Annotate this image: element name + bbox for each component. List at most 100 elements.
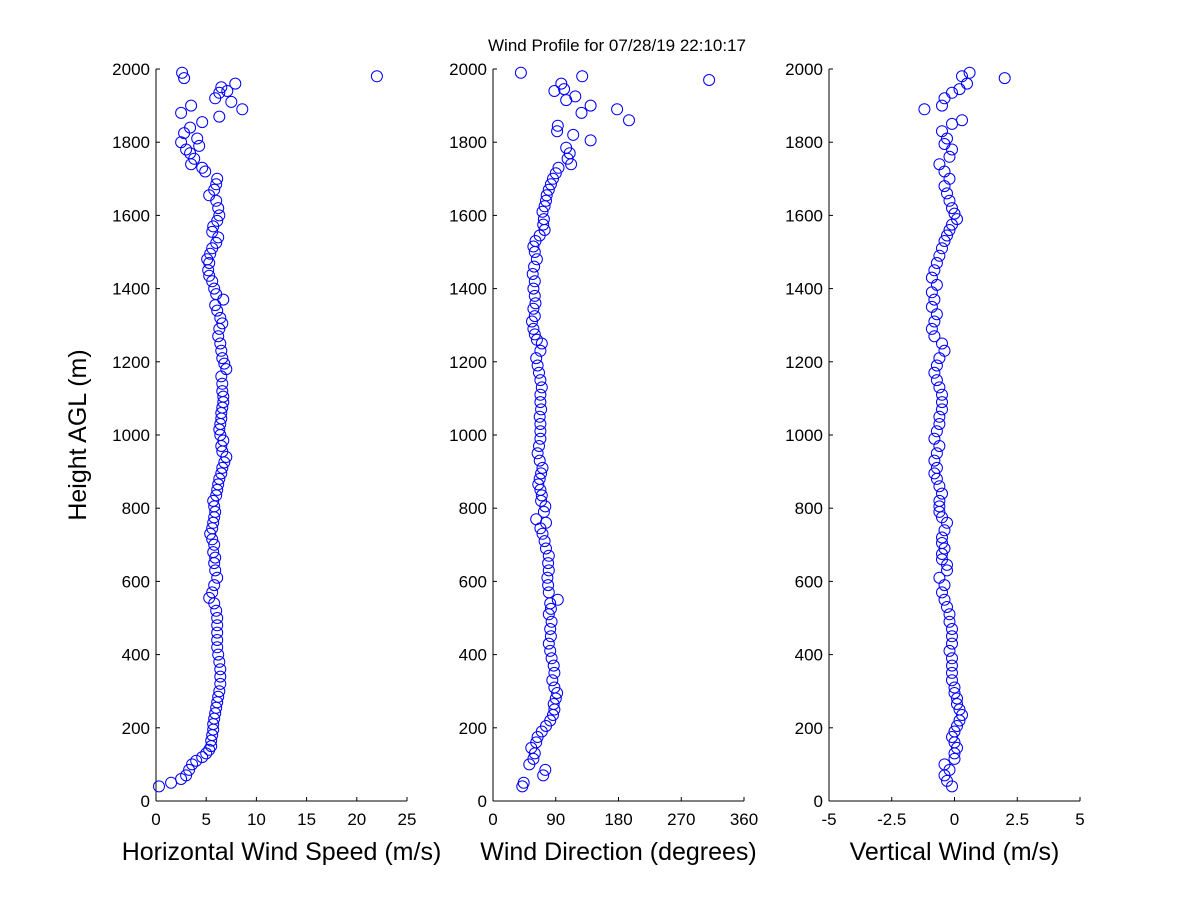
direction-data-point (534, 432, 547, 445)
speed-data-point (216, 377, 229, 390)
direction-data-point (537, 218, 550, 231)
speed-y-tick-label: 600 (122, 572, 150, 591)
vertical-data-point (930, 447, 943, 460)
vertical-data-point (930, 425, 943, 438)
vertical-y-tick-label: 1400 (785, 280, 823, 299)
vertical-data-point (933, 480, 946, 493)
speed-data-point (190, 754, 203, 767)
speed-data-point (208, 538, 221, 551)
vertical-y-tick-label: 1000 (785, 426, 823, 445)
direction-data-point (539, 763, 552, 776)
direction-data-point (534, 344, 547, 357)
vertical-data-point (946, 623, 958, 635)
direction-data-point (535, 337, 548, 350)
direction-data-point (567, 128, 580, 141)
direction-data-point (533, 454, 546, 467)
speed-data-point (196, 161, 209, 174)
vertical-data-point (943, 150, 956, 163)
speed-data-point (193, 139, 206, 152)
vertical-data-point (938, 235, 951, 247)
vertical-data-point (936, 531, 948, 544)
direction-data-point (544, 602, 557, 615)
direction-data-point (528, 260, 541, 273)
vertical-data-point (938, 180, 951, 193)
vertical-y-tick-label: 200 (795, 719, 823, 738)
vertical-data-point (933, 571, 946, 584)
vertical-data-point (951, 692, 963, 705)
vertical-data-point (930, 278, 943, 291)
vertical-data-point (938, 524, 951, 537)
vertical-data-point (938, 165, 951, 178)
vertical-data-point (925, 271, 938, 284)
speed-data-point (229, 77, 242, 90)
speed-data-point (196, 751, 209, 764)
speed-y-tick-label: 1200 (112, 353, 150, 372)
speed-y-tick-label: 1600 (112, 206, 150, 225)
speed-data-point (211, 634, 224, 646)
vertical-data-point (928, 330, 941, 343)
speed-data-point (183, 763, 196, 776)
vertical-data-point (936, 403, 948, 416)
vertical-data-point (933, 381, 946, 394)
vertical-data-point (930, 359, 943, 372)
direction-y-tick-label: 600 (459, 572, 487, 591)
speed-data-point (178, 72, 191, 85)
speed-x-tick-label: 20 (347, 810, 366, 829)
vertical-data-point (930, 374, 943, 387)
direction-x-axis-label: Wind Direction (degrees) (480, 838, 757, 866)
speed-data-point (206, 225, 219, 238)
direction-data-point (576, 70, 589, 83)
speed-data-point (225, 95, 238, 108)
direction-data-point (544, 644, 557, 657)
vertical-data-point (953, 703, 966, 716)
vertical-data-point (946, 117, 958, 130)
vertical-data-point (951, 213, 963, 226)
vertical-data-point (928, 264, 941, 277)
vertical-data-point (951, 741, 963, 754)
speed-x-axis-label: Horizontal Wind Speed (m/s) (122, 838, 442, 866)
vertical-data-point (946, 630, 958, 643)
vertical-data-point (943, 644, 956, 657)
vertical-data-point (933, 500, 946, 513)
direction-data-point (549, 167, 562, 180)
direction-data-point (526, 268, 539, 280)
speed-data-point (184, 121, 197, 134)
speed-data-point (216, 385, 229, 398)
speed-data-point (176, 66, 189, 79)
speed-data-point (214, 677, 227, 690)
vertical-data-point (933, 410, 946, 423)
speed-data-point (201, 253, 214, 266)
speed-data-point (214, 663, 227, 676)
vertical-data-point (956, 709, 968, 721)
vertical-x-tick-label: 2.5 (1005, 810, 1029, 829)
direction-data-point (536, 205, 549, 218)
vertical-data-point (936, 125, 948, 138)
vertical-data-point (933, 418, 946, 430)
vertical-data-point (936, 487, 948, 500)
speed-data-point (213, 209, 226, 222)
vertical-data-point (933, 249, 946, 262)
direction-data-point (530, 513, 543, 526)
vertical-data-point (938, 138, 951, 150)
direction-data-point (544, 714, 557, 727)
vertical-data-point (946, 659, 958, 672)
vertical-data-point (938, 344, 951, 357)
direction-data-point (551, 119, 564, 132)
direction-data-point (534, 374, 547, 387)
direction-data-point (569, 90, 582, 103)
speed-data-point (217, 390, 230, 403)
speed-data-point (215, 344, 228, 357)
vertical-data-point (951, 698, 963, 710)
vertical-y-tick-label: 1600 (785, 206, 823, 225)
speed-data-point (191, 132, 204, 145)
horizontal-wind-speed-panel: 0 200 400 600 800 1000 1200 1400 1600 1800 2000 0 5 1… (112, 60, 441, 866)
vertical-data-point (943, 224, 956, 236)
direction-data-point (540, 542, 552, 555)
direction-data-point (527, 240, 540, 253)
direction-data-point (538, 535, 551, 548)
speed-data-point (212, 478, 225, 491)
direction-data-point (537, 769, 550, 782)
speed-data-point (207, 546, 220, 559)
vertical-data-point (938, 92, 951, 105)
